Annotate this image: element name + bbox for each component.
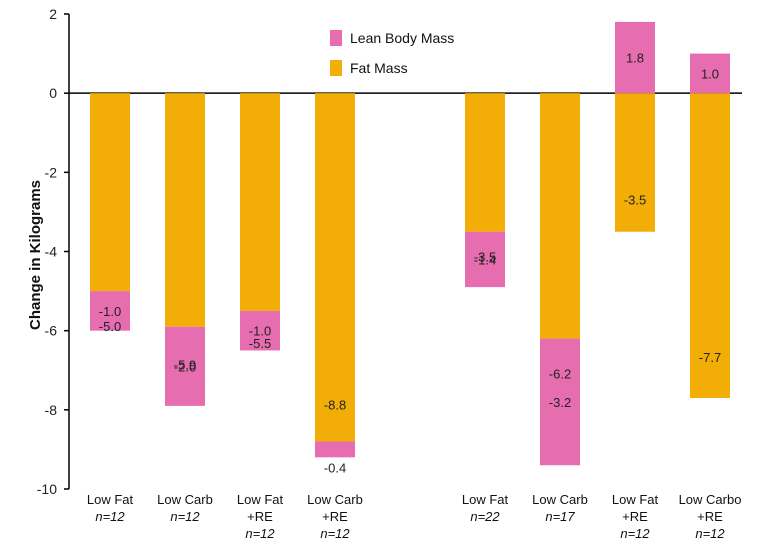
y-tick-label: -10: [37, 481, 57, 497]
category-label: Low Fat: [462, 492, 509, 507]
data-label-fat-mass: -3.5: [474, 250, 496, 265]
data-label-lean-body-mass: 1.0: [701, 66, 719, 81]
data-label-fat-mass: -5.0: [99, 319, 121, 334]
bars: [90, 21, 730, 466]
bar-lean-body-mass: [540, 338, 580, 466]
legend-label-lean: Lean Body Mass: [350, 30, 454, 46]
y-tick-label: 2: [49, 6, 57, 22]
y-axis-label: Change in Kilograms: [27, 180, 44, 330]
bar-lean-body-mass: [615, 21, 655, 94]
legend-swatch-fat: [330, 60, 342, 76]
category-n-label: n=12: [170, 509, 200, 524]
category-label: +RE: [622, 509, 648, 524]
category-label: Low Carbo: [679, 492, 742, 507]
category-label: Low Carb: [157, 492, 213, 507]
data-label-fat-mass: -5.5: [249, 336, 271, 351]
category-label: +RE: [697, 509, 723, 524]
bar-fat-mass: [465, 93, 505, 232]
data-label-lean-body-mass: -1.0: [249, 324, 271, 339]
category-label: Low Fat: [87, 492, 134, 507]
data-label-lean-body-mass: -3.2: [549, 395, 571, 410]
bar-lean-body-mass: [315, 441, 355, 458]
y-tick-label: -4: [45, 244, 58, 260]
category-n-label: n=12: [320, 526, 350, 541]
y-tick-label: -8: [45, 402, 58, 418]
legend-swatch-lean: [330, 30, 342, 46]
data-labels: -5.0-1.0-5.9-2.0-5.5-1.0-8.8-0.4-3.5-1.4…: [99, 51, 721, 476]
legend: Lean Body Mass Fat Mass: [330, 30, 454, 76]
bar-lean-body-mass: [90, 291, 130, 331]
bar-fat-mass: [615, 93, 655, 232]
category-n-label: n=17: [545, 509, 575, 524]
data-label-lean-body-mass: -0.4: [324, 460, 346, 475]
bar-lean-body-mass: [465, 231, 505, 288]
category-n-label: n=12: [620, 526, 650, 541]
data-label-fat-mass: -8.8: [324, 398, 346, 413]
category-label: Low Fat: [612, 492, 659, 507]
bar-fat-mass: [240, 93, 280, 311]
bar-lean-body-mass: [690, 53, 730, 94]
category-n-label: n=22: [470, 509, 500, 524]
data-label-fat-mass: -3.5: [624, 193, 646, 208]
bar-fat-mass: [165, 93, 205, 327]
category-label: Low Carb: [532, 492, 588, 507]
category-label: +RE: [322, 509, 348, 524]
y-tick-label: -6: [45, 323, 58, 339]
y-tick-label: 0: [49, 85, 57, 101]
bar-fat-mass: [540, 93, 580, 339]
legend-label-fat: Fat Mass: [350, 60, 408, 76]
category-label: Low Carb: [307, 492, 363, 507]
bar-lean-body-mass: [240, 310, 280, 351]
category-label: +RE: [247, 509, 273, 524]
data-label-lean-body-mass: -1.0: [99, 304, 121, 319]
data-label-fat-mass: -7.7: [699, 350, 721, 365]
data-label-fat-mass: -5.9: [174, 358, 196, 373]
category-n-label: n=12: [245, 526, 275, 541]
data-label-lean-body-mass: 1.8: [626, 51, 644, 66]
category-label: Low Fat: [237, 492, 284, 507]
bar-fat-mass: [690, 93, 730, 398]
category-labels: Low Fat n=12 Low Carb n=12 Low Fat +RE n=12 Low…: [87, 492, 742, 541]
data-label-fat-mass: -6.2: [549, 367, 571, 382]
category-n-label: n=12: [695, 526, 725, 541]
y-tick-label: -2: [45, 164, 58, 180]
bar-fat-mass: [90, 93, 130, 292]
bar-lean-body-mass: [165, 326, 205, 406]
bar-fat-mass: [315, 93, 355, 442]
data-label-lean-body-mass: -1.4: [474, 252, 496, 267]
data-label-lean-body-mass: -2.0: [174, 359, 196, 374]
category-n-label: n=12: [95, 509, 125, 524]
